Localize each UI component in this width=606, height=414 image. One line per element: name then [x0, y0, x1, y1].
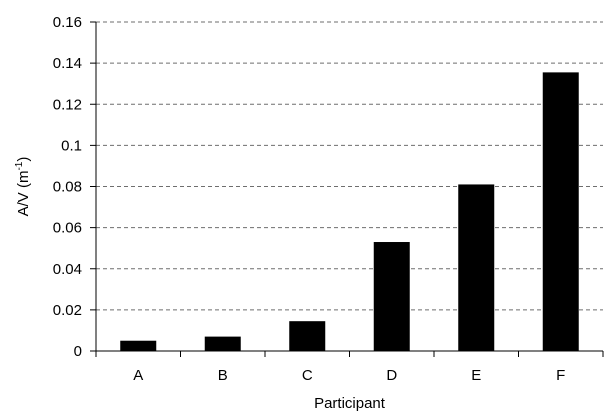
y-tick-label: 0.08 — [53, 179, 82, 196]
y-tick-label: 0.16 — [53, 14, 82, 31]
bar-F — [542, 72, 579, 352]
x-tick-label: D — [386, 367, 397, 384]
gridlines — [96, 21, 603, 311]
y-tick-label: 0.02 — [53, 302, 82, 319]
bar-C — [289, 321, 326, 351]
bar-A — [120, 340, 157, 351]
x-tick-label: B — [218, 367, 228, 384]
x-tick-label: F — [556, 367, 565, 384]
x-tick-label: C — [302, 367, 313, 384]
y-tick-label: 0 — [74, 343, 82, 360]
y-axis-title-main: A/V (m — [15, 171, 32, 217]
y-axis-title: A/V (m-1) — [14, 157, 32, 217]
x-tick-label: A — [133, 367, 143, 384]
bars — [120, 72, 579, 352]
x-tick-label: E — [471, 367, 481, 384]
x-ticks: A B C D E F — [95, 351, 604, 384]
y-tick-label: 0.06 — [53, 220, 82, 237]
y-axis-title-superscript: -1 — [14, 161, 25, 170]
y-tick-label: 0.12 — [53, 96, 82, 113]
bar-D — [373, 242, 410, 351]
bar-B — [204, 336, 241, 351]
bar-E — [458, 184, 495, 351]
y-tick-label: 0.1 — [61, 137, 82, 154]
y-tick-label: 0.14 — [53, 55, 82, 72]
y-axis-title-suffix: ) — [15, 157, 32, 162]
y-ticks: 0 0.02 0.04 0.06 0.08 0.1 0.12 0.14 0.16 — [53, 14, 96, 360]
y-tick-label: 0.04 — [53, 261, 82, 278]
x-axis-title: Participant — [314, 395, 386, 412]
